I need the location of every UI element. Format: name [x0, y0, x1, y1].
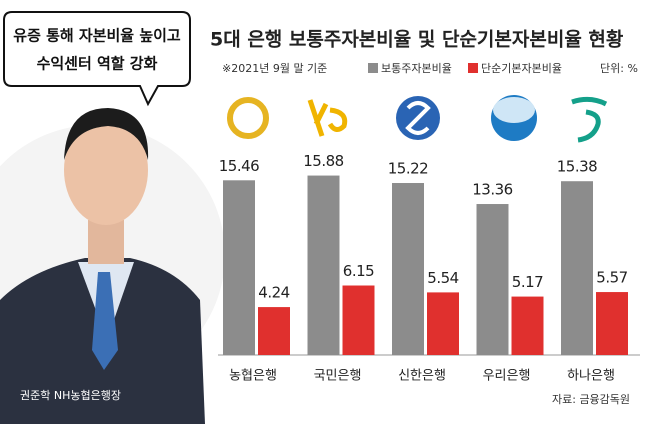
- value-label: 6.15: [343, 262, 374, 280]
- value-label: 5.17: [512, 273, 543, 291]
- x-tick-label: 하나은행: [567, 368, 615, 384]
- bar: [476, 204, 509, 355]
- bar: [561, 181, 593, 355]
- value-label: 15.38: [557, 158, 597, 176]
- value-label: 4.24: [258, 284, 289, 302]
- portrait: [0, 108, 225, 424]
- bar: [596, 292, 628, 355]
- x-tick-label: 국민은행: [314, 368, 362, 384]
- legend-swatch: [368, 63, 378, 73]
- x-tick-label: 농협은행: [229, 368, 277, 384]
- bar: [258, 307, 290, 355]
- bar: [223, 180, 255, 355]
- unit: 단위: %: [600, 62, 638, 75]
- legend-swatch: [468, 63, 478, 73]
- value-label: 5.54: [427, 269, 458, 287]
- bar: [427, 292, 459, 355]
- x-tick-label: 우리은행: [483, 368, 531, 384]
- speech-bubble: [3, 11, 191, 107]
- value-label: 5.57: [596, 269, 627, 287]
- bar: [342, 285, 375, 355]
- value-label: 15.46: [219, 157, 259, 175]
- value-label: 13.36: [472, 181, 512, 199]
- legend-label: 단순기본자본비율: [481, 62, 562, 75]
- legend-label: 보통주자본비율: [381, 62, 452, 75]
- source: 자료: 금융감독원: [552, 393, 630, 406]
- bank-logos: [227, 95, 608, 143]
- x-tick-label: 신한은행: [398, 368, 446, 384]
- value-label: 15.22: [388, 160, 428, 178]
- bubble-line: 유증 통해 자본비율 높이고: [13, 27, 181, 45]
- bubble-line: 수익센터 역할 강화: [37, 55, 158, 73]
- bar: [307, 175, 340, 355]
- bar: [392, 183, 424, 355]
- value-label: 15.88: [303, 152, 343, 170]
- subtitle: ※2021년 9월 말 기준: [222, 62, 327, 75]
- chart-title: 5대 은행 보통주자본비율 및 단순기본자본비율 현황: [210, 28, 624, 51]
- caption: 권준학 NH농협은행장: [20, 389, 121, 402]
- bar: [511, 296, 544, 355]
